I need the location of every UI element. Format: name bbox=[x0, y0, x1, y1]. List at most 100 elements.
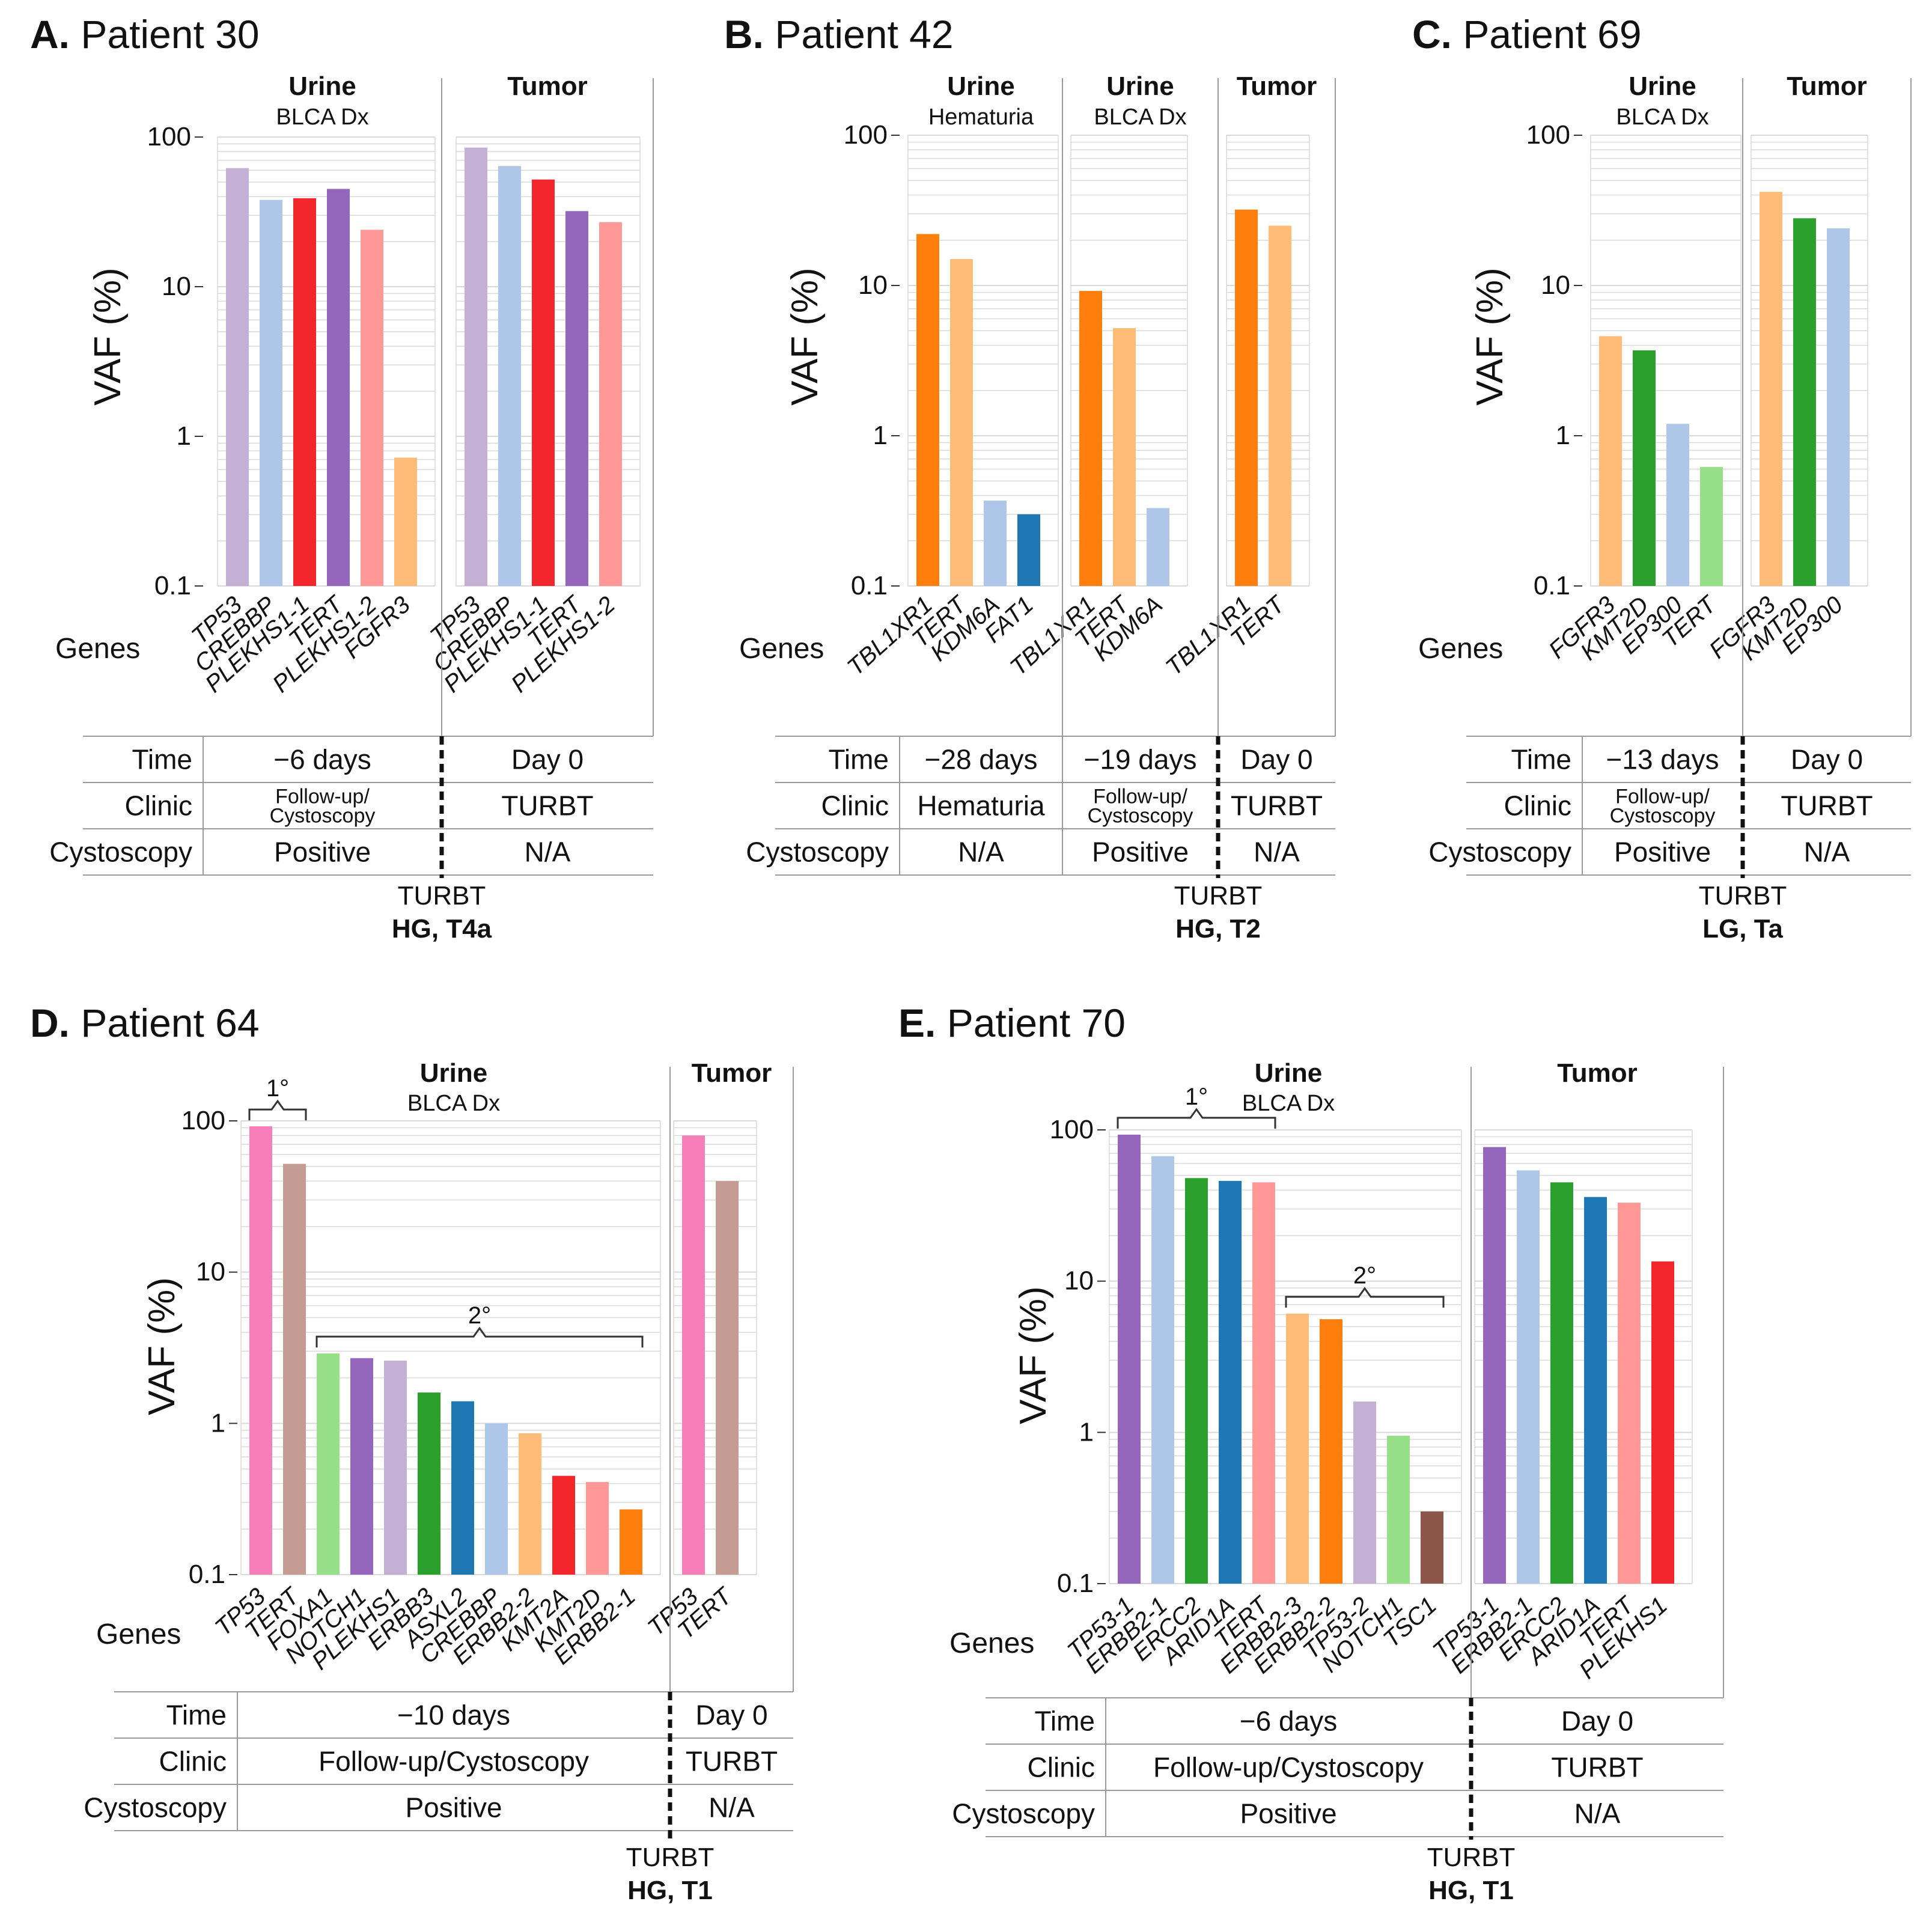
y-tick-label: 1 bbox=[1556, 421, 1570, 450]
genes-label: Genes bbox=[55, 633, 140, 665]
bar-tsc1 bbox=[1421, 1511, 1443, 1584]
bar-arid1a bbox=[1584, 1197, 1607, 1584]
bar-tert bbox=[565, 211, 588, 586]
group-subtitle: Hematuria bbox=[928, 105, 1034, 130]
row-label-cystoscopy: Cystoscopy bbox=[84, 1792, 227, 1823]
bar-kmt2d bbox=[586, 1481, 609, 1575]
bracket bbox=[315, 1326, 644, 1347]
panel-title: A. Patient 30 bbox=[30, 12, 260, 56]
genes-label: Genes bbox=[1418, 633, 1503, 665]
row-label-time: Time bbox=[1511, 744, 1571, 775]
table-cell-line: Follow-up/ bbox=[275, 786, 370, 808]
genes-label: Genes bbox=[96, 1618, 181, 1650]
group-title: Tumor bbox=[1237, 72, 1317, 101]
bar-kmt2a bbox=[552, 1475, 575, 1575]
table-cell-clinic: TURBT bbox=[686, 1746, 778, 1777]
bar-erbb2-2 bbox=[1320, 1319, 1342, 1584]
table-cell-time: −6 days bbox=[273, 744, 371, 775]
bracket bbox=[248, 1099, 307, 1121]
table-cell-cystoscopy: Positive bbox=[405, 1792, 502, 1823]
bracket-label: 2° bbox=[468, 1302, 491, 1329]
bar-tp53-1 bbox=[1118, 1134, 1141, 1584]
y-tick-label: 100 bbox=[1050, 1115, 1094, 1144]
panel-title: D. Patient 64 bbox=[30, 1001, 260, 1045]
table-cell-cystoscopy: N/A bbox=[1804, 837, 1850, 868]
panel-c: C. Patient 69 VAF (%) 0.1 1 10 100 Genes Urine B… bbox=[1412, 12, 1912, 944]
group-title: Tumor bbox=[1787, 72, 1867, 101]
panel-title-text: Patient 69 bbox=[1452, 12, 1642, 56]
y-tick-label: 0.1 bbox=[851, 571, 888, 600]
y-tick-label: 0.1 bbox=[1057, 1569, 1094, 1598]
bar-tert bbox=[283, 1164, 306, 1575]
panel-letter: D. bbox=[30, 1001, 70, 1045]
panel-title-text: Patient 70 bbox=[936, 1001, 1126, 1045]
panel-title: B. Patient 42 bbox=[724, 12, 954, 56]
bar-plekhs1 bbox=[384, 1360, 407, 1575]
table-cell-clinic: Follow-up/Cystoscopy bbox=[318, 1746, 589, 1777]
table-cell-time: −13 days bbox=[1606, 744, 1719, 775]
bar-erbb3 bbox=[418, 1392, 440, 1575]
bar-erbb2-1 bbox=[620, 1509, 642, 1575]
bar-ercc2 bbox=[1185, 1178, 1208, 1584]
turbt-label: TURBT bbox=[1174, 881, 1263, 911]
row-label-time: Time bbox=[1034, 1706, 1095, 1737]
group-title: Tumor bbox=[507, 72, 588, 101]
bar-tp53 bbox=[226, 168, 249, 586]
table-cell-time: −6 days bbox=[1240, 1706, 1337, 1737]
row-label-cystoscopy: Cystoscopy bbox=[1428, 837, 1571, 868]
bar-tert bbox=[1252, 1182, 1275, 1584]
turbt-grade: HG, T2 bbox=[1175, 914, 1261, 944]
panel-title-text: Patient 30 bbox=[70, 12, 260, 56]
table-cell-clinic: TURBT bbox=[1231, 790, 1323, 822]
y-tick-label: 1 bbox=[1079, 1417, 1094, 1447]
y-tick-label: 1 bbox=[211, 1408, 225, 1438]
group-subtitle: BLCA Dx bbox=[1094, 105, 1186, 130]
bar-foxa1 bbox=[317, 1353, 340, 1575]
bar-fat1 bbox=[1017, 514, 1040, 586]
group-title: Urine bbox=[1106, 72, 1174, 101]
bar-ercc2 bbox=[1550, 1182, 1573, 1584]
turbt-grade: HG, T1 bbox=[1428, 1876, 1514, 1905]
bracket-label: 1° bbox=[1185, 1084, 1208, 1110]
panel-a: A. Patient 30 VAF (%) 0.1 1 10 100 Genes Urine B… bbox=[30, 12, 654, 944]
bar-kdm6a bbox=[984, 500, 1007, 586]
group-title: Urine bbox=[288, 72, 356, 101]
table-cell-time: Day 0 bbox=[1240, 744, 1312, 775]
bar-tert bbox=[1700, 466, 1723, 586]
table-cell-clinic: Follow-up/Cystoscopy bbox=[1088, 786, 1193, 828]
y-axis-label: VAF (%) bbox=[87, 267, 129, 406]
group-title: Tumor bbox=[692, 1058, 772, 1088]
bar-tp53 bbox=[249, 1126, 272, 1575]
bar-fgfr3 bbox=[1760, 192, 1782, 586]
table-cell-cystoscopy: N/A bbox=[1254, 837, 1300, 868]
y-tick-label: 10 bbox=[858, 270, 888, 300]
bar-tp53-1 bbox=[1483, 1147, 1506, 1584]
table-cell-cystoscopy: Positive bbox=[1614, 837, 1711, 868]
table-cell-clinic: Follow-up/Cystoscopy bbox=[270, 786, 376, 828]
turbt-grade: HG, T4a bbox=[392, 914, 492, 944]
panel-title-text: Patient 64 bbox=[70, 1001, 260, 1045]
table-cell-clinic: TURBT bbox=[1781, 790, 1873, 822]
table-cell-time: Day 0 bbox=[511, 744, 584, 775]
table-cell-time: Day 0 bbox=[1791, 744, 1863, 775]
bar-crebbp bbox=[485, 1423, 508, 1575]
turbt-label: TURBT bbox=[398, 881, 486, 911]
y-tick-label: 100 bbox=[844, 120, 888, 150]
bar-erbb2-1 bbox=[1517, 1170, 1540, 1584]
panel-b: B. Patient 42 VAF (%) 0.1 1 10 100 Genes Urine H… bbox=[724, 12, 1336, 944]
table-cell-line: Follow-up/ bbox=[1093, 786, 1187, 808]
bar-notch1 bbox=[1387, 1435, 1410, 1584]
bar-notch1 bbox=[350, 1358, 373, 1575]
table-cell-time: Day 0 bbox=[1561, 1706, 1633, 1737]
row-label-clinic: Clinic bbox=[1028, 1752, 1095, 1783]
group-title: Urine bbox=[947, 72, 1014, 101]
bar-plekhs1-1 bbox=[293, 198, 316, 586]
group-subtitle: BLCA Dx bbox=[1242, 1091, 1335, 1116]
bar-asxl2 bbox=[451, 1401, 474, 1575]
bar-tert bbox=[950, 258, 973, 586]
row-label-clinic: Clinic bbox=[1504, 790, 1571, 822]
table-cell-line: Cystoscopy bbox=[1088, 805, 1193, 828]
row-label-clinic: Clinic bbox=[125, 790, 192, 822]
table-cell-clinic: Hematuria bbox=[917, 790, 1045, 822]
bar-plekhs1-2 bbox=[599, 222, 622, 586]
